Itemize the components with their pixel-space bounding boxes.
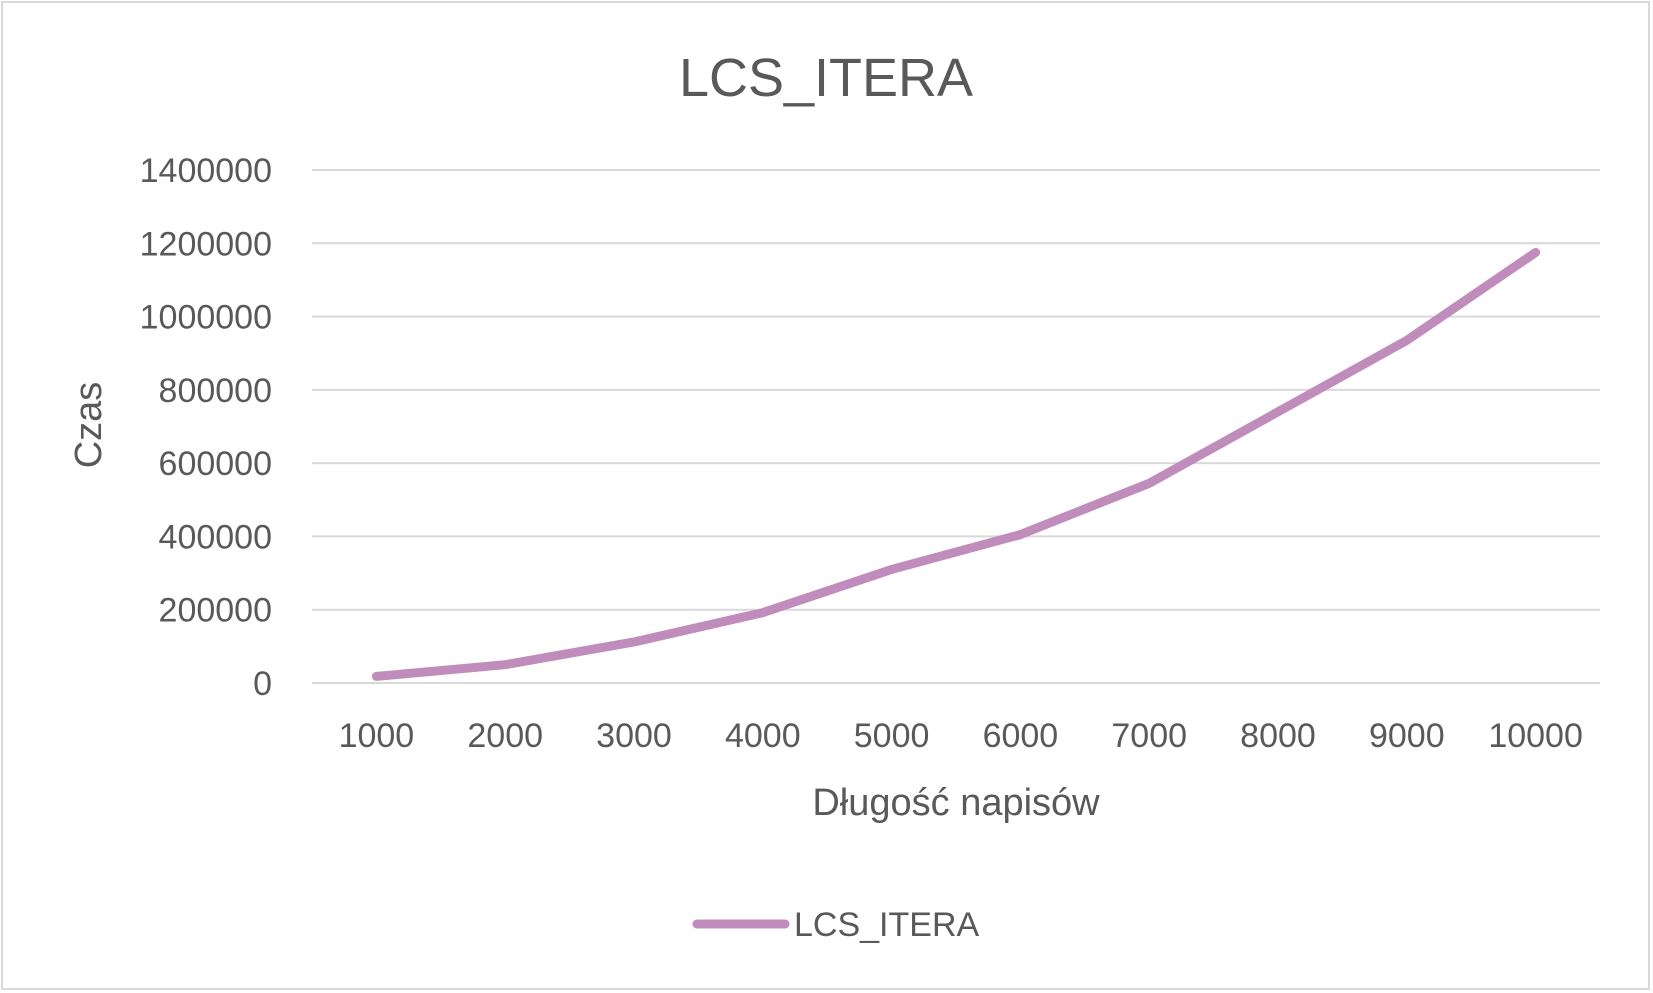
x-tick-label: 8000 [1240, 717, 1316, 755]
gridlines [312, 169, 1600, 684]
series-line-lcs-itera[interactable] [371, 247, 1541, 681]
y-tick-label: 600000 [159, 445, 272, 483]
y-tick-label: 1400000 [140, 152, 272, 190]
y-tick-label: 1000000 [140, 299, 272, 337]
legend-label: LCS_ITERA [794, 906, 979, 944]
x-tick-label: 10000 [1488, 717, 1583, 755]
x-tick-label: 3000 [596, 717, 672, 755]
x-tick-label: 5000 [854, 717, 930, 755]
y-tick-label: 0 [253, 665, 272, 703]
x-tick-label: 7000 [1111, 717, 1187, 755]
y-axis-tick-labels: 0 200000 400000 600000 800000 1000000 1200000 1… [140, 152, 272, 703]
x-tick-label: 9000 [1369, 717, 1445, 755]
x-axis-label: Długość napisów [812, 782, 1100, 824]
x-axis-tick-labels: 1000 2000 3000 4000 5000 6000 7000 8000 9000 1000… [339, 717, 1583, 755]
y-tick-label: 1200000 [140, 225, 272, 263]
series-layer [371, 247, 1541, 681]
legend[interactable]: LCS_ITERA [692, 906, 979, 944]
x-tick-label: 2000 [467, 717, 543, 755]
y-axis-label: Czas [68, 382, 110, 469]
x-tick-label: 1000 [339, 717, 415, 755]
y-tick-label: 200000 [159, 592, 272, 630]
chart-title: LCS_ITERA [679, 48, 973, 108]
x-tick-label: 4000 [725, 717, 801, 755]
x-tick-label: 6000 [983, 717, 1059, 755]
y-tick-label: 400000 [159, 518, 272, 556]
y-tick-label: 800000 [159, 372, 272, 410]
